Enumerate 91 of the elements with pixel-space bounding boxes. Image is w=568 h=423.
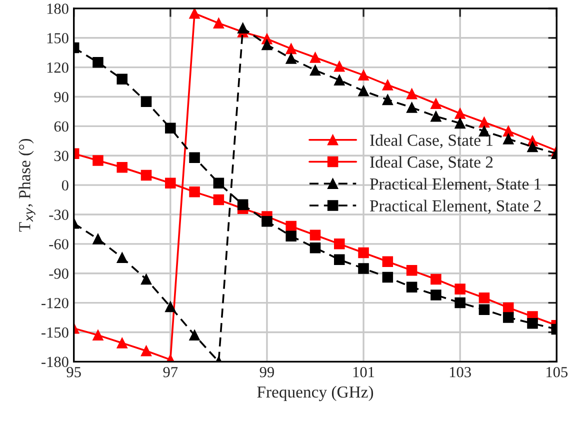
- point: [286, 43, 296, 54]
- point: [213, 178, 224, 188]
- y-tick-label: -180: [42, 356, 68, 368]
- point: [382, 94, 394, 106]
- point: [213, 18, 224, 29]
- point: [286, 53, 296, 64]
- point: [189, 152, 200, 163]
- point: [189, 186, 200, 198]
- point: [406, 102, 418, 113]
- x-tick-label: 101: [353, 366, 374, 378]
- point: [334, 60, 345, 72]
- point: [310, 230, 321, 240]
- point: [92, 57, 104, 68]
- point: [382, 272, 394, 283]
- y-tick-label: 120: [47, 62, 68, 73]
- point: [478, 292, 490, 304]
- point: [358, 247, 369, 258]
- point: [140, 96, 152, 108]
- point: [334, 254, 345, 266]
- point: [310, 64, 321, 76]
- point: [502, 134, 514, 144]
- point: [237, 22, 248, 34]
- legend-label: Practical Element, State 2: [370, 200, 541, 214]
- point: [140, 274, 152, 285]
- point: [406, 265, 418, 276]
- point: [358, 85, 369, 96]
- y-tick-label: 0: [62, 180, 68, 191]
- y-axis-title: T$_{xy}$, Phase (°): [18, 138, 36, 232]
- point: [430, 98, 442, 110]
- y-tick-label: -150: [42, 327, 68, 338]
- point: [358, 70, 369, 81]
- y-tick-label: 90: [54, 92, 68, 102]
- point: [116, 162, 128, 173]
- point: [454, 118, 466, 129]
- point: [454, 108, 466, 119]
- point: [334, 238, 345, 250]
- y-tick-label: 150: [47, 33, 68, 44]
- point: [310, 52, 321, 63]
- point: [189, 8, 200, 19]
- point: [527, 141, 538, 152]
- legend-label: Practical Element, State 1: [370, 178, 541, 192]
- point: [502, 312, 514, 323]
- point: [189, 330, 200, 341]
- point: [165, 122, 176, 134]
- point: [165, 301, 176, 312]
- y-tick-label: -90: [49, 268, 68, 279]
- y-tick-label: 180: [47, 4, 68, 14]
- point: [310, 242, 321, 254]
- point: [237, 199, 248, 210]
- point: [406, 88, 418, 100]
- point: [92, 234, 104, 244]
- point: [382, 80, 394, 90]
- point: [358, 263, 369, 274]
- x-tick-label: 97: [163, 367, 178, 378]
- point: [478, 116, 490, 128]
- point: [382, 256, 394, 267]
- point: [527, 318, 538, 329]
- y-tick-label: 30: [54, 150, 68, 162]
- point: [140, 345, 152, 356]
- y-tick-label: -120: [42, 298, 68, 308]
- point: [116, 252, 128, 264]
- x-axis-title: Frequency (GHz): [257, 386, 374, 402]
- point: [92, 330, 104, 341]
- point: [430, 290, 442, 300]
- y-tick-label: 60: [54, 121, 68, 132]
- x-tick-label: 103: [450, 366, 471, 378]
- x-tick-label: 105: [546, 366, 568, 378]
- legend-label: Ideal Case, State 1: [370, 134, 493, 148]
- x-tick-label: 95: [66, 367, 81, 378]
- x-tick-label: 99: [260, 367, 274, 378]
- point: [430, 111, 442, 122]
- point: [430, 274, 442, 285]
- point: [478, 126, 490, 136]
- point: [116, 74, 128, 84]
- point: [92, 155, 104, 166]
- legend-label: Ideal Case, State 2: [370, 156, 493, 170]
- point: [454, 297, 466, 308]
- point: [286, 220, 296, 232]
- point: [478, 304, 490, 316]
- y-tick-label: -30: [49, 210, 68, 220]
- point: [262, 39, 272, 50]
- point: [213, 194, 224, 206]
- point: [116, 338, 128, 348]
- point: [165, 178, 176, 188]
- point: [286, 230, 296, 242]
- point: [406, 282, 418, 292]
- point: [454, 284, 466, 294]
- y-tick-label: -60: [49, 239, 68, 250]
- point: [334, 74, 345, 86]
- point: [140, 170, 152, 181]
- point: [262, 216, 272, 227]
